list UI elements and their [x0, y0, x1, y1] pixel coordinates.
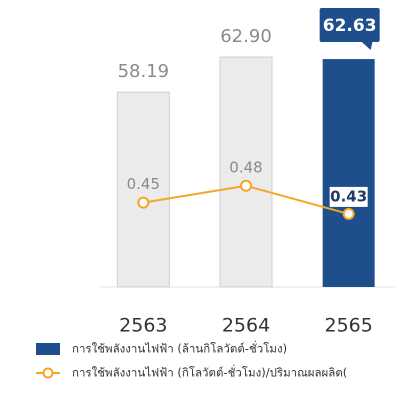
- bar: [116, 91, 170, 288]
- line-value-label: 0.48: [229, 158, 262, 176]
- legend-swatch: [36, 343, 60, 355]
- bar-value-label: 62.63: [323, 16, 377, 36]
- callout-pointer: [360, 41, 373, 50]
- bar: [322, 59, 375, 287]
- value-callout: [319, 8, 380, 42]
- x-tick-label: 2563: [119, 315, 167, 337]
- legend-label: การใช้พลังงานไฟฟ้า (ล้านกิโลวัตต์-ชั่วโม…: [72, 341, 287, 356]
- line-value-label: 0.43: [330, 187, 367, 205]
- line-label-bg: [329, 186, 368, 207]
- line-point: [342, 207, 355, 220]
- bar-value-label: 58.19: [118, 61, 170, 82]
- bar: [219, 56, 273, 288]
- line-value-label: 0.45: [127, 175, 160, 193]
- line-point: [240, 179, 252, 192]
- line-point: [137, 196, 150, 209]
- bar-value-label: 62.90: [220, 26, 272, 47]
- legend-marker: [42, 367, 54, 379]
- legend-label: การใช้พลังงานไฟฟ้า (กิโลวัตต์-ชั่วโมง)/ป…: [72, 365, 347, 380]
- x-tick-label: 2565: [324, 315, 372, 337]
- x-tick-label: 2564: [222, 315, 270, 337]
